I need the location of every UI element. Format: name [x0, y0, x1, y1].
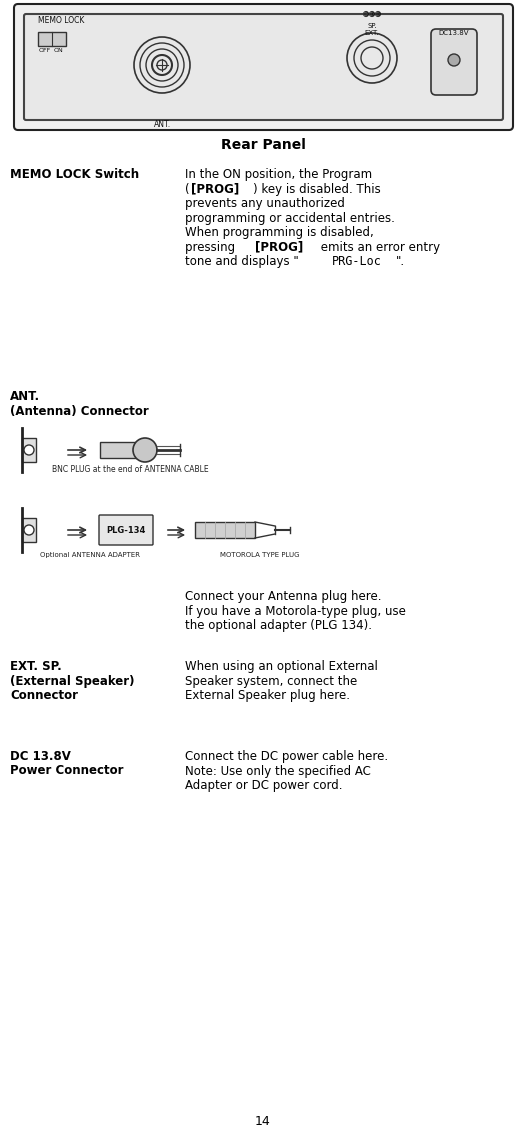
- Text: (Antenna) Connector: (Antenna) Connector: [10, 405, 149, 418]
- Text: ANT.: ANT.: [10, 390, 40, 403]
- Text: EXT.: EXT.: [365, 30, 379, 35]
- FancyBboxPatch shape: [99, 515, 153, 545]
- Text: If you have a Motorola-type plug, use: If you have a Motorola-type plug, use: [185, 605, 406, 617]
- Text: 14: 14: [255, 1115, 271, 1128]
- Text: In the ON position, the Program: In the ON position, the Program: [185, 168, 372, 181]
- Text: Speaker system, connect the: Speaker system, connect the: [185, 674, 357, 687]
- Text: PRG-Loc: PRG-Loc: [332, 255, 382, 268]
- Text: pressing: pressing: [185, 240, 239, 253]
- Text: ANT.: ANT.: [153, 120, 171, 129]
- Text: Power Connector: Power Connector: [10, 765, 123, 777]
- Text: When programming is disabled,: When programming is disabled,: [185, 226, 374, 239]
- Text: DC13.8V: DC13.8V: [439, 30, 469, 35]
- Text: SP.: SP.: [367, 23, 377, 29]
- Text: ".: ".: [396, 255, 405, 268]
- Text: MOTOROLA TYPE PLUG: MOTOROLA TYPE PLUG: [220, 552, 300, 558]
- Circle shape: [24, 526, 34, 535]
- Text: ) key is disabled. This: ) key is disabled. This: [253, 182, 381, 196]
- Bar: [38, 32, 66, 46]
- Text: ON: ON: [54, 48, 64, 53]
- Text: [PROG]: [PROG]: [191, 182, 239, 196]
- Bar: [195, 522, 255, 538]
- Text: External Speaker plug here.: External Speaker plug here.: [185, 689, 350, 702]
- Text: MEMO LOCK Switch: MEMO LOCK Switch: [10, 168, 139, 181]
- Text: Note: Use only the specified AC: Note: Use only the specified AC: [185, 765, 371, 777]
- Text: emits an error entry: emits an error entry: [317, 240, 440, 253]
- Text: Optional ANTENNA ADAPTER: Optional ANTENNA ADAPTER: [40, 552, 140, 558]
- Text: DC 13.8V: DC 13.8V: [10, 750, 71, 763]
- Text: BNC PLUG at the end of ANTENNA CABLE: BNC PLUG at the end of ANTENNA CABLE: [52, 465, 208, 474]
- Bar: [22, 439, 36, 461]
- Text: OFF: OFF: [39, 48, 51, 53]
- FancyBboxPatch shape: [24, 14, 503, 120]
- FancyBboxPatch shape: [14, 3, 513, 131]
- Circle shape: [448, 54, 460, 66]
- Circle shape: [24, 445, 34, 455]
- Text: EXT. SP.: EXT. SP.: [10, 660, 62, 673]
- Bar: [22, 518, 36, 542]
- Text: [PROG]: [PROG]: [255, 240, 303, 253]
- Text: Rear Panel: Rear Panel: [221, 139, 306, 152]
- Text: ⊖: ⊖: [364, 11, 368, 16]
- Text: Connector: Connector: [10, 689, 78, 702]
- Text: PLG-134: PLG-134: [106, 526, 145, 535]
- Text: (: (: [185, 182, 190, 196]
- Text: When using an optional External: When using an optional External: [185, 660, 378, 673]
- FancyBboxPatch shape: [431, 29, 477, 95]
- Text: MEMO LOCK: MEMO LOCK: [38, 16, 84, 25]
- Text: the optional adapter (PLG 134).: the optional adapter (PLG 134).: [185, 619, 372, 632]
- Bar: [100, 442, 145, 458]
- Text: ⊕: ⊕: [369, 11, 375, 16]
- Text: Adapter or DC power cord.: Adapter or DC power cord.: [185, 779, 343, 792]
- Circle shape: [133, 439, 157, 461]
- Text: programming or accidental entries.: programming or accidental entries.: [185, 212, 395, 224]
- Text: ⊗: ⊗: [375, 11, 380, 16]
- Text: tone and displays ": tone and displays ": [185, 255, 299, 268]
- Text: Connect your Antenna plug here.: Connect your Antenna plug here.: [185, 590, 382, 603]
- Text: (External Speaker): (External Speaker): [10, 674, 134, 687]
- Text: Connect the DC power cable here.: Connect the DC power cable here.: [185, 750, 388, 763]
- Text: prevents any unauthorized: prevents any unauthorized: [185, 197, 345, 210]
